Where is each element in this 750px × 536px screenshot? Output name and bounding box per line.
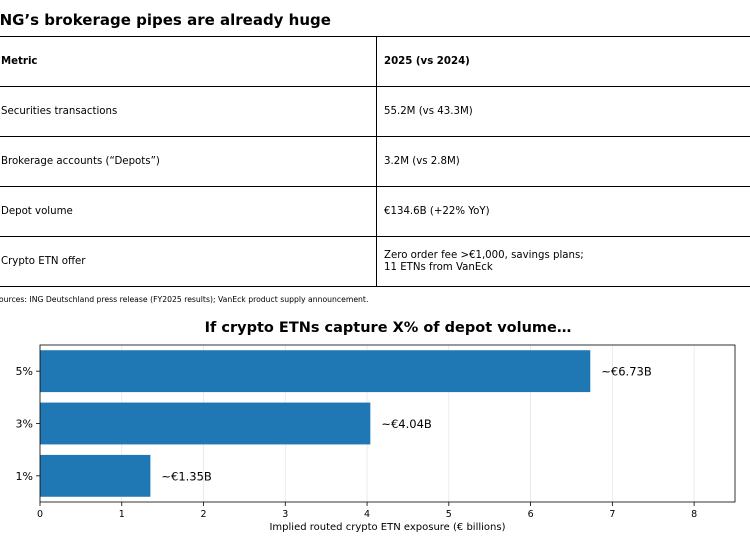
- table-cell-value: 3.2M (vs 2.8M): [376, 136, 750, 187]
- table-cell-metric: Securities transactions: [0, 86, 377, 137]
- table-header-value: 2025 (vs 2024): [376, 36, 750, 87]
- metrics-table: Metric 2025 (vs 2024) Securities transac…: [0, 36, 750, 287]
- x-tick-label: 7: [609, 509, 615, 520]
- table-row: Securities transactions 55.2M (vs 43.3M): [0, 86, 750, 137]
- x-tick-label: 3: [282, 509, 288, 520]
- x-axis-label: Implied routed crypto ETN exposure (€ bi…: [269, 522, 505, 533]
- table-cell-value: Zero order fee >€1,000, savings plans; 1…: [376, 236, 750, 287]
- x-tick-label: 0: [37, 509, 43, 520]
- x-tick-label: 8: [691, 509, 697, 520]
- x-tick-label: 4: [364, 509, 370, 520]
- table-cell-value-text: Zero order fee >€1,000, savings plans; 1…: [384, 249, 584, 273]
- table-title: ING’s brokerage pipes are already huge: [0, 11, 331, 29]
- bar-1%: [40, 454, 151, 497]
- plot-frame: [39, 344, 736, 503]
- bar-value-label: ~€1.35B: [161, 469, 212, 483]
- bar-3%: [40, 402, 371, 445]
- table-row: Brokerage accounts (“Depots”) 3.2M (vs 2…: [0, 136, 750, 187]
- table-cell-metric: Crypto ETN offer: [0, 236, 377, 287]
- y-tick-label: 3%: [16, 418, 33, 431]
- x-tick-label: 6: [528, 509, 534, 520]
- source-note: Sources: ING Deutschland press release (…: [0, 295, 369, 304]
- table-cell-value: €134.6B (+22% YoY): [376, 186, 750, 237]
- x-tick-label: 1: [119, 509, 125, 520]
- y-tick-label: 1%: [16, 470, 33, 483]
- bar-5%: [40, 350, 591, 393]
- bar-value-label: ~€4.04B: [381, 417, 432, 431]
- table-cell-value: 55.2M (vs 43.3M): [376, 86, 750, 137]
- y-tick-label: 5%: [16, 365, 33, 378]
- table-row: Depot volume €134.6B (+22% YoY): [0, 186, 750, 237]
- table-row: Crypto ETN offer Zero order fee >€1,000,…: [0, 236, 750, 287]
- table-cell-metric: Brokerage accounts (“Depots”): [0, 136, 377, 187]
- bar-value-label: ~€6.73B: [601, 365, 652, 379]
- table-header-row: Metric 2025 (vs 2024): [0, 36, 750, 87]
- x-tick-label: 5: [446, 509, 452, 520]
- table-cell-metric: Depot volume: [0, 186, 377, 237]
- chart-title: If crypto ETNs capture X% of depot volum…: [204, 320, 572, 336]
- x-tick-label: 2: [201, 509, 207, 520]
